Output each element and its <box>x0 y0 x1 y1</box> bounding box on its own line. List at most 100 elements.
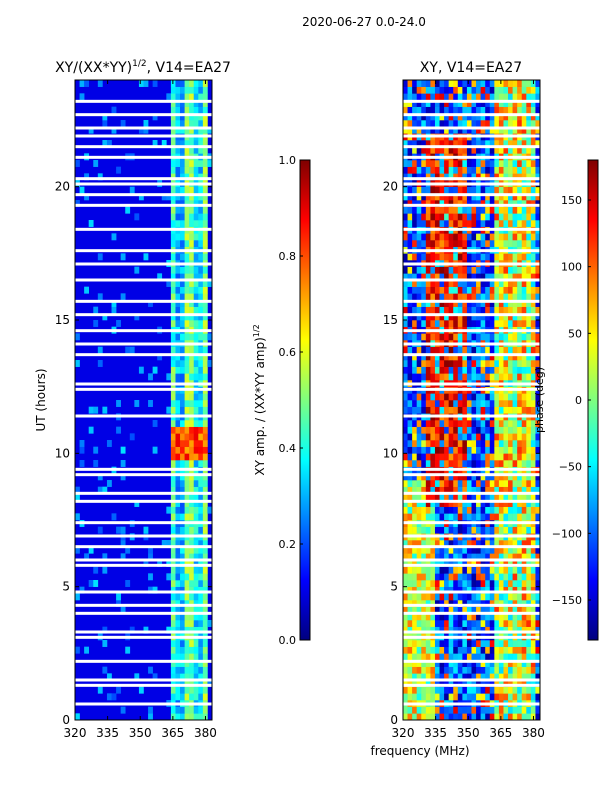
heatmap-cell <box>152 446 158 454</box>
heatmap-cell <box>430 273 436 281</box>
heatmap-cell <box>448 126 454 134</box>
heatmap-cell <box>489 113 495 121</box>
heatmap-cell <box>189 493 195 501</box>
heatmap-cell <box>403 620 408 627</box>
heatmap-cell <box>480 240 486 247</box>
heatmap-cell <box>530 406 536 414</box>
heatmap-cell <box>476 566 481 574</box>
heatmap-cell <box>193 426 199 434</box>
heatmap-cell <box>439 346 445 354</box>
heatmap-cell <box>457 193 463 201</box>
heatmap-cell <box>530 606 536 614</box>
flagged-gap <box>403 227 540 231</box>
heatmap-cell <box>512 113 518 121</box>
heatmap-cell <box>535 400 541 407</box>
heatmap-cell <box>170 553 176 561</box>
heatmap-cell <box>184 106 190 114</box>
heatmap-cell <box>512 566 518 574</box>
heatmap-cell <box>526 686 532 694</box>
heatmap-cell <box>439 406 445 414</box>
heatmap-cell <box>425 593 431 601</box>
heatmap-cell <box>521 653 527 661</box>
heatmap-cell <box>439 640 445 647</box>
heatmap-cell <box>175 580 181 587</box>
heatmap-cell <box>494 680 500 687</box>
heatmap-cell <box>425 286 431 294</box>
heatmap-cell <box>170 120 176 127</box>
heatmap-cell <box>535 426 541 434</box>
heatmap-cell <box>180 600 185 607</box>
heatmap-cell <box>457 86 463 94</box>
heatmap-cell <box>198 373 204 381</box>
heatmap-cell <box>512 353 518 361</box>
heatmap-cell <box>102 486 108 494</box>
heatmap-cell <box>407 653 413 661</box>
heatmap-cell <box>453 346 459 354</box>
heatmap-cell <box>503 293 509 301</box>
heatmap-cell <box>434 573 440 581</box>
heatmap-cell <box>175 346 181 354</box>
heatmap-cell <box>535 606 541 614</box>
heatmap-cell <box>512 240 518 247</box>
heatmap-cell <box>517 320 523 327</box>
heatmap-cell <box>498 400 504 407</box>
heatmap-cell <box>430 333 436 341</box>
heatmap-cell <box>425 206 431 214</box>
heatmap-cell <box>416 306 422 314</box>
heatmap-cell <box>407 420 413 427</box>
heatmap-cell <box>425 433 431 441</box>
heatmap-cell <box>403 313 408 321</box>
heatmap-cell <box>430 706 436 714</box>
heatmap-cell <box>193 606 199 614</box>
heatmap-cell <box>184 113 190 121</box>
heatmap-cell <box>184 600 190 607</box>
heatmap-cell <box>184 506 190 514</box>
heatmap-cell <box>170 160 176 167</box>
heatmap-cell <box>421 546 427 554</box>
heatmap-cell <box>485 220 491 227</box>
x-tick-label: 350 <box>129 726 152 740</box>
heatmap-cell <box>403 300 408 307</box>
heatmap-cell <box>457 346 463 354</box>
heatmap-cell <box>498 266 504 274</box>
heatmap-cell <box>517 486 523 494</box>
heatmap-cell <box>434 526 440 534</box>
heatmap-cell <box>535 593 541 601</box>
flagged-gap <box>403 313 540 317</box>
heatmap-cell <box>480 606 486 614</box>
heatmap-cell <box>517 620 523 627</box>
heatmap-cell <box>425 366 431 374</box>
heatmap-cell <box>439 673 445 681</box>
heatmap-cell <box>430 446 436 454</box>
heatmap-cell <box>425 320 431 327</box>
heatmap-cell <box>448 586 454 594</box>
heatmap-cell <box>175 660 181 667</box>
heatmap-cell <box>526 346 532 354</box>
heatmap-cell <box>476 346 481 354</box>
heatmap-cell <box>508 593 513 601</box>
heatmap-cell <box>471 93 477 101</box>
heatmap-cell <box>517 680 523 687</box>
heatmap-cell <box>494 86 500 94</box>
heatmap-cell <box>416 140 422 147</box>
heatmap-cell <box>471 253 477 261</box>
heatmap-cell <box>453 126 459 134</box>
heatmap-cell <box>184 480 190 487</box>
heatmap-cell <box>503 266 509 274</box>
heatmap-cell <box>416 393 422 401</box>
heatmap-cell <box>175 160 181 167</box>
heatmap-cell <box>480 173 486 181</box>
heatmap-cell <box>157 273 163 281</box>
heatmap-cell <box>517 586 523 594</box>
heatmap-cell <box>412 573 417 581</box>
heatmap-cell <box>84 646 89 654</box>
heatmap-cell <box>184 666 190 674</box>
heatmap-cell <box>535 193 541 201</box>
heatmap-cell <box>444 573 449 581</box>
heatmap-cell <box>170 266 176 274</box>
heatmap-cell <box>425 580 431 587</box>
heatmap-cell <box>503 193 509 201</box>
heatmap-cell <box>198 446 204 454</box>
heatmap-cell <box>480 646 486 654</box>
heatmap-cell <box>508 553 513 561</box>
